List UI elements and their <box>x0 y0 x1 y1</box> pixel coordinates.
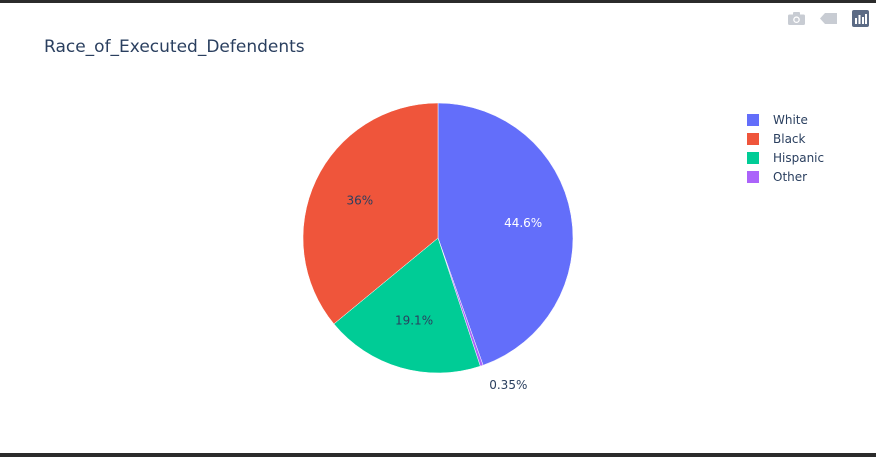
pie-label-other: 0.35% <box>489 378 527 392</box>
camera-icon[interactable] <box>786 9 806 27</box>
legend-item-hispanic[interactable]: Hispanic <box>747 148 824 167</box>
legend-label-black: Black <box>773 131 806 146</box>
legend-item-black[interactable]: Black <box>747 129 824 148</box>
pie-label-black: 36% <box>347 194 374 208</box>
legend-swatch-hispanic <box>747 151 759 164</box>
chart-container: 44.6% 0.35% 19.1% 36% Race_of_Executed_Defe… <box>0 3 876 453</box>
legend-item-white[interactable]: White <box>747 110 824 129</box>
autoscale-icon[interactable] <box>818 9 838 27</box>
pie-label-hispanic: 19.1% <box>395 314 433 328</box>
legend-swatch-white <box>747 113 759 126</box>
pie-slice-white[interactable] <box>437 102 574 366</box>
legend-swatch-black <box>747 132 759 145</box>
legend-item-other[interactable]: Other <box>747 167 824 186</box>
legend-label-other: Other <box>773 169 808 184</box>
legend-label-white: White <box>773 112 808 127</box>
plotly-logo-icon[interactable] <box>850 9 870 27</box>
legend-label-hispanic: Hispanic <box>773 150 825 165</box>
chart-legend: White Black Hispanic Other <box>747 110 824 186</box>
modebar <box>786 9 870 27</box>
pie-slice-black[interactable] <box>302 102 439 325</box>
pie-slice-hispanic[interactable] <box>333 237 481 374</box>
chart-title: Race_of_Executed_Defendents <box>44 37 305 57</box>
pie-label-white: 44.6% <box>504 216 542 230</box>
legend-swatch-other <box>747 170 759 183</box>
pie-chart: 44.6% 0.35% 19.1% 36% <box>302 102 574 392</box>
